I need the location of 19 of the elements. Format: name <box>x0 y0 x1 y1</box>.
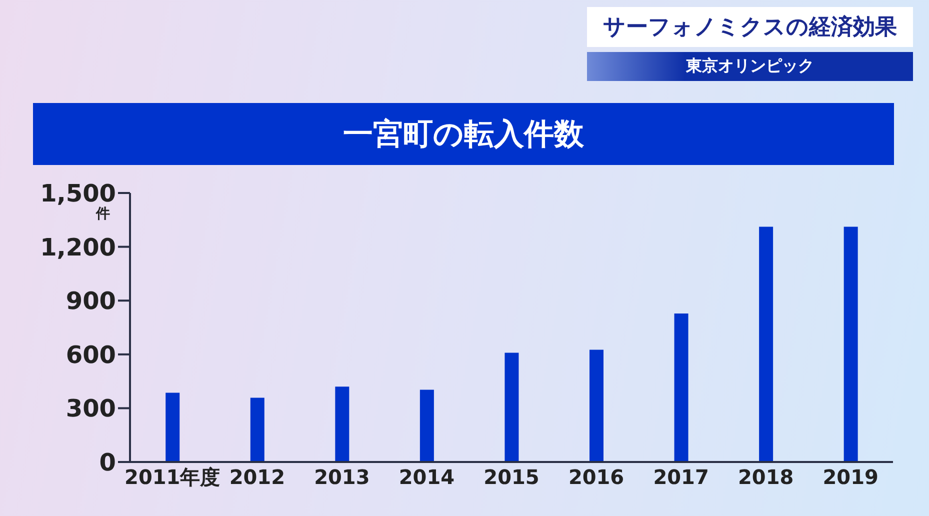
chart-title: 一宮町の転入件数 <box>33 103 894 165</box>
x-tick-label: 2019 <box>822 465 878 490</box>
x-tick-label: 2015 <box>484 465 540 490</box>
x-tick-label: 2014 <box>398 465 455 490</box>
y-tick-label: 900 <box>66 287 116 316</box>
y-axis-title: 件 <box>96 205 110 223</box>
x-tick-label: 2012 <box>229 465 286 490</box>
y-tick-label: 0 <box>99 448 116 477</box>
y-tick-label: 1,200 <box>40 233 116 262</box>
y-tick-label: 600 <box>66 340 116 369</box>
text: 東京オリンピック <box>587 52 913 81</box>
y-tick-label: 1,500 <box>40 180 116 208</box>
x-tick-label: 2011年度 <box>124 465 220 490</box>
x-tick-label: 2017 <box>653 465 709 490</box>
y-tick-label: 300 <box>66 394 116 423</box>
x-tick-label: 2013 <box>314 465 370 490</box>
x-tick-label: 2016 <box>568 465 624 490</box>
x-tick-label: 2018 <box>738 465 794 490</box>
text: サーフォノミクスの経済効果 <box>587 7 913 47</box>
